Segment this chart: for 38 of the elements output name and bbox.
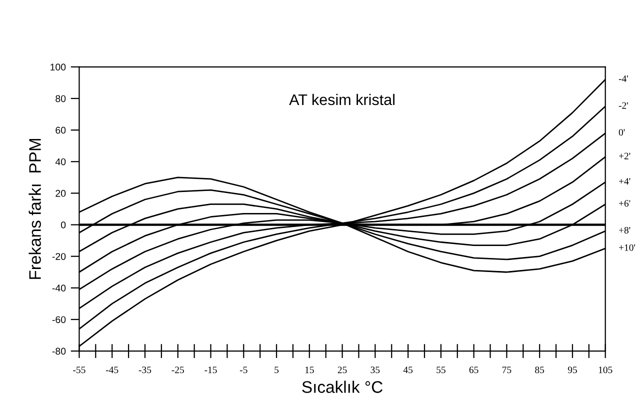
x-tick-label: 95 <box>568 366 577 374</box>
y-tick-label: 80 <box>56 95 66 102</box>
series-label: +10' <box>619 244 636 251</box>
x-tick-label: -5 <box>240 366 248 374</box>
x-tick-label: 35 <box>370 366 380 374</box>
x-tick-label: 15 <box>305 366 314 374</box>
series-label: +2' <box>619 152 630 160</box>
x-tick-label: 25 <box>338 366 347 374</box>
series-label: -2' <box>618 102 628 109</box>
x-tick-label: 75 <box>502 366 512 374</box>
y-tick-label: 60 <box>56 126 66 134</box>
x-tick-label: -55 <box>73 366 86 374</box>
y-tick-label: -60 <box>52 316 66 324</box>
series-label: +6' <box>619 200 630 207</box>
x-tick-label: -45 <box>106 366 118 374</box>
x-tick-label: 55 <box>436 366 446 374</box>
series-label: -4' <box>618 75 628 82</box>
x-axis-title: Sıcaklık °C <box>302 380 382 393</box>
series-label: +4' <box>619 178 630 184</box>
series-label: 0' <box>618 129 625 136</box>
text: AT kesim kristal <box>289 94 394 106</box>
y-tick-label: 0 <box>60 222 66 228</box>
x-tick-label: 5 <box>274 366 279 374</box>
x-tick-label: 105 <box>598 366 612 374</box>
x-tick-label: -15 <box>204 366 217 374</box>
y-axis-title: Frekans farkı PPM <box>28 139 41 279</box>
x-tick-label: 45 <box>403 366 413 374</box>
y-tick-label: -20 <box>52 253 66 260</box>
x-tick-label: -25 <box>172 366 184 374</box>
series-label: +8' <box>619 226 630 234</box>
x-tick-label: 85 <box>535 366 544 374</box>
x-tick-label: -35 <box>138 366 152 374</box>
y-tick-label: -40 <box>52 284 66 292</box>
x-tick-label: 65 <box>469 366 478 374</box>
y-tick-label: -80 <box>52 348 66 355</box>
y-tick-label: 40 <box>55 158 66 166</box>
y-tick-label: 100 <box>50 64 66 71</box>
y-tick-label: 20 <box>56 190 66 197</box>
